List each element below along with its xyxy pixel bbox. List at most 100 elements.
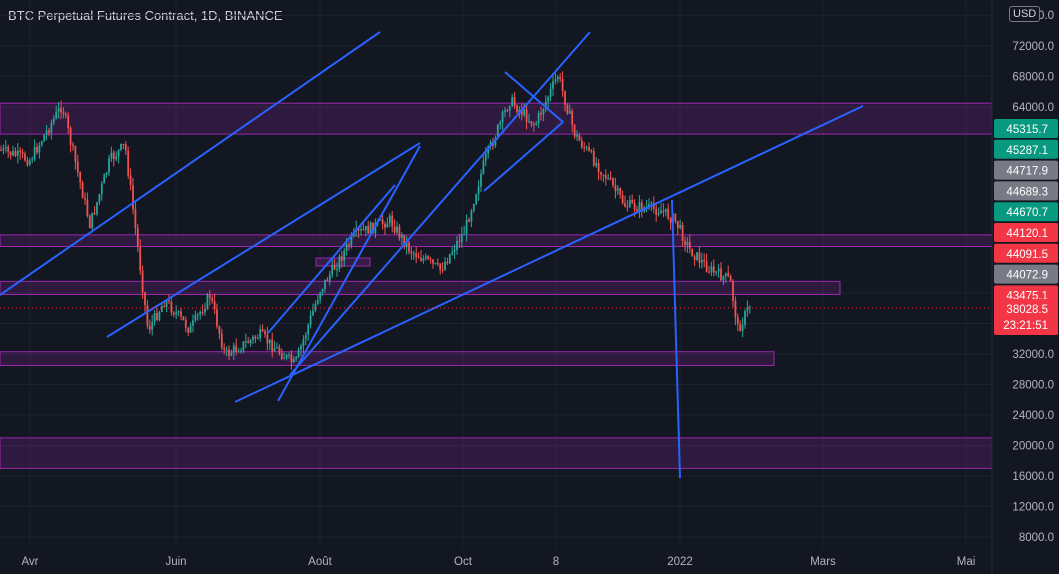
candle bbox=[472, 203, 475, 213]
candle bbox=[556, 74, 559, 84]
candle bbox=[451, 246, 454, 256]
candle bbox=[566, 103, 569, 115]
candle bbox=[103, 173, 106, 184]
candle bbox=[619, 187, 622, 199]
candle bbox=[2, 144, 5, 155]
candle bbox=[448, 253, 451, 265]
candle bbox=[108, 154, 110, 176]
candle bbox=[535, 120, 538, 127]
candle bbox=[26, 156, 29, 167]
trendline[interactable] bbox=[483, 121, 564, 192]
candle bbox=[636, 205, 638, 212]
trendline[interactable] bbox=[671, 199, 681, 479]
candle bbox=[189, 322, 192, 333]
x-tick-label: Août bbox=[308, 556, 332, 568]
candle bbox=[386, 217, 389, 228]
candle bbox=[638, 194, 641, 219]
candle bbox=[391, 210, 394, 233]
candle bbox=[422, 255, 425, 264]
price-label: 45315.7 bbox=[994, 119, 1058, 138]
candle bbox=[453, 244, 456, 260]
candle bbox=[612, 177, 614, 188]
candle bbox=[628, 195, 631, 208]
candle bbox=[105, 171, 108, 178]
candle bbox=[348, 241, 350, 251]
candle bbox=[508, 105, 511, 118]
candle bbox=[211, 295, 214, 304]
candle bbox=[69, 126, 72, 153]
time-axis[interactable] bbox=[0, 548, 992, 574]
candle bbox=[158, 310, 161, 322]
candle bbox=[624, 195, 626, 208]
y-tick-label: 64000.0 bbox=[1012, 102, 1054, 114]
candle bbox=[249, 338, 252, 347]
zone-box[interactable] bbox=[0, 351, 775, 366]
candle bbox=[436, 258, 439, 267]
candle bbox=[60, 100, 62, 120]
candle bbox=[501, 109, 504, 130]
candle bbox=[64, 111, 67, 119]
candle bbox=[256, 334, 259, 340]
candle bbox=[540, 106, 542, 121]
candle bbox=[43, 134, 46, 142]
y-tick-label: 24000.0 bbox=[1012, 410, 1054, 422]
candle bbox=[429, 256, 432, 264]
zone-box[interactable] bbox=[0, 234, 993, 247]
candle bbox=[470, 208, 473, 228]
candle bbox=[645, 200, 648, 213]
candle bbox=[609, 171, 612, 181]
trendline[interactable] bbox=[504, 71, 564, 123]
zone-box[interactable] bbox=[0, 102, 993, 135]
candle bbox=[746, 300, 749, 317]
candle bbox=[364, 225, 367, 237]
trendline[interactable] bbox=[234, 105, 864, 403]
svg-text:44091.5: 44091.5 bbox=[1006, 249, 1048, 261]
candle bbox=[415, 246, 418, 264]
candle bbox=[309, 310, 312, 329]
candle bbox=[688, 234, 691, 254]
candle bbox=[74, 145, 77, 170]
candle bbox=[547, 95, 550, 109]
candle bbox=[511, 93, 514, 108]
candle bbox=[604, 169, 607, 186]
trendline[interactable] bbox=[277, 145, 421, 402]
candle bbox=[408, 241, 410, 255]
candle bbox=[184, 316, 187, 333]
candle bbox=[741, 317, 744, 338]
trendline[interactable] bbox=[267, 184, 396, 334]
candle bbox=[276, 342, 278, 349]
trendline[interactable] bbox=[106, 142, 421, 338]
candle bbox=[266, 326, 269, 351]
candle bbox=[268, 339, 271, 351]
candle bbox=[739, 320, 742, 332]
candle bbox=[264, 328, 266, 338]
candle bbox=[722, 275, 725, 286]
candle bbox=[144, 291, 146, 313]
candle bbox=[40, 140, 43, 147]
zone-box[interactable] bbox=[0, 437, 993, 469]
candle bbox=[384, 221, 386, 235]
candle bbox=[744, 309, 746, 329]
trendline[interactable] bbox=[0, 31, 381, 296]
candle bbox=[724, 272, 727, 283]
candle bbox=[220, 328, 223, 351]
currency-button[interactable]: USD bbox=[1009, 6, 1041, 22]
candle bbox=[664, 208, 667, 217]
candle bbox=[468, 217, 470, 223]
candle bbox=[235, 338, 238, 356]
candle bbox=[554, 72, 557, 85]
candle bbox=[667, 203, 670, 221]
zone-box-small[interactable] bbox=[315, 257, 371, 267]
candle bbox=[223, 343, 226, 355]
candle bbox=[516, 104, 518, 114]
candle bbox=[79, 171, 82, 189]
candle bbox=[528, 113, 530, 124]
candle bbox=[631, 194, 634, 205]
candle bbox=[499, 120, 502, 130]
candle bbox=[283, 352, 286, 360]
trendline[interactable] bbox=[289, 31, 591, 376]
zone-box[interactable] bbox=[0, 280, 841, 296]
candle bbox=[218, 325, 221, 340]
candle bbox=[520, 103, 523, 121]
